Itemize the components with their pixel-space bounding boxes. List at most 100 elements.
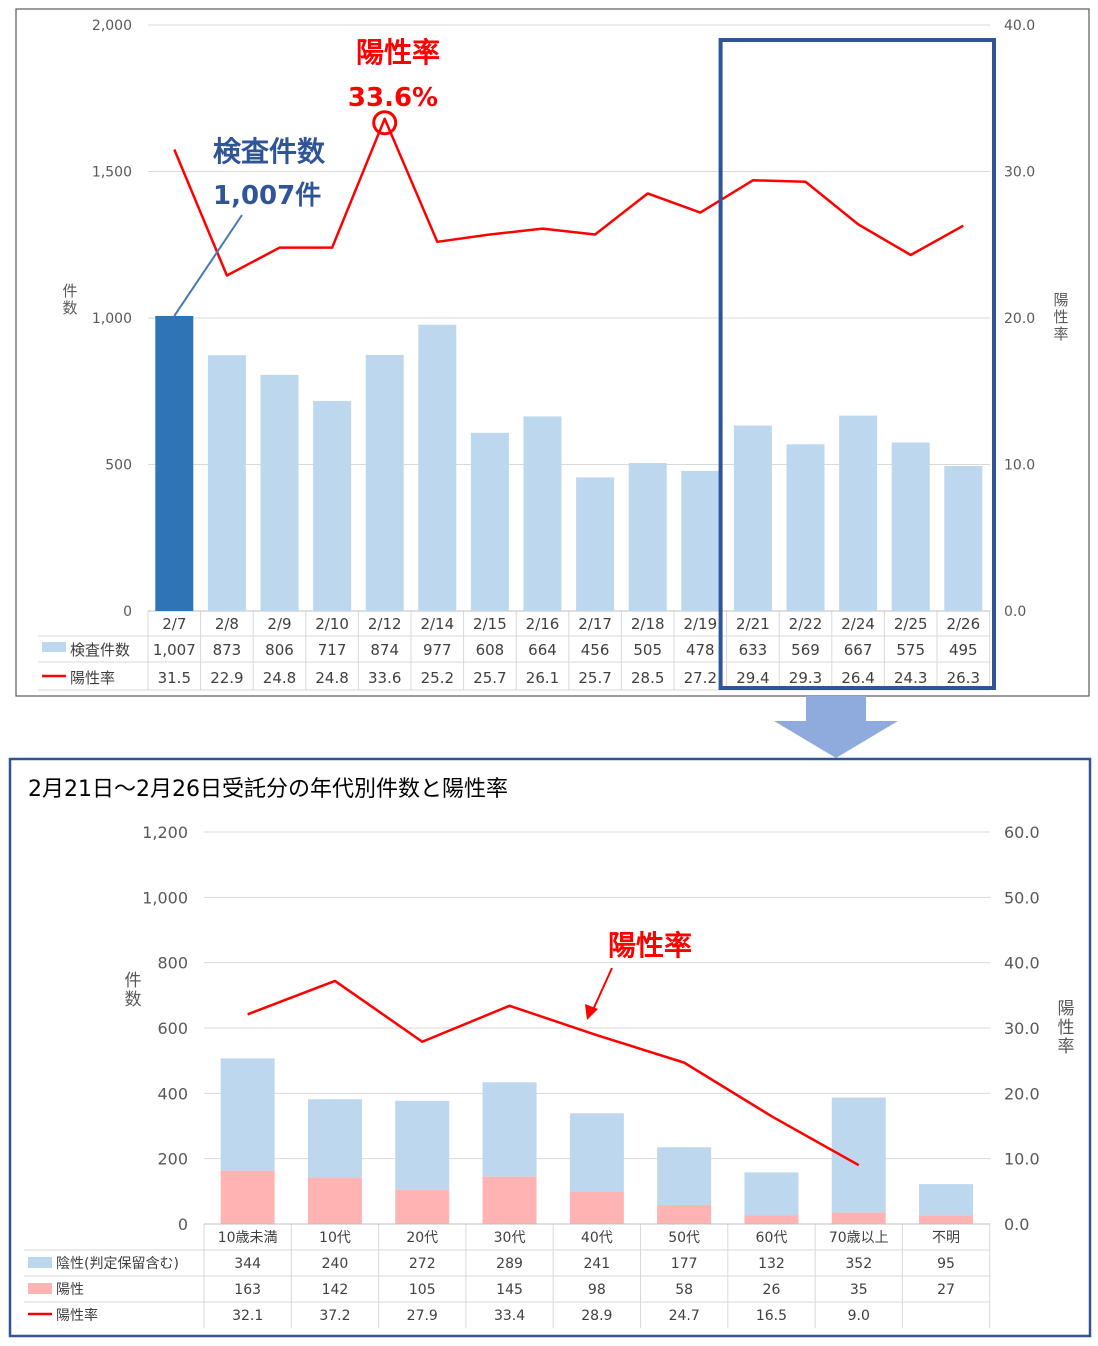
table-negative-value: 95	[937, 1256, 955, 1272]
x-tick-label: 60代	[756, 1230, 788, 1246]
axis-label-char: 率	[1053, 325, 1068, 343]
annotation-arrow-line	[591, 967, 613, 1013]
bar-count-2/26	[944, 465, 983, 611]
right-tick-label: 20.0	[1004, 311, 1035, 327]
bar-positive-30代	[482, 1176, 537, 1224]
x-tick-label: 2/7	[162, 615, 186, 633]
x-tick-label: 20代	[406, 1230, 438, 1246]
table-rate-value: 27.2	[684, 669, 717, 687]
x-tick-label: 10代	[319, 1230, 351, 1246]
table-rate-value: 33.6	[368, 669, 401, 687]
bar-negative-不明	[919, 1184, 974, 1216]
annotation-rate-value: 33.6%	[348, 83, 438, 113]
table-rate-value: 16.5	[756, 1308, 787, 1324]
x-tick-label: 2/17	[578, 615, 612, 633]
right-tick-label: 40.0	[1004, 18, 1035, 34]
table-count-value: 664	[528, 641, 557, 659]
table-rate-value: 28.5	[631, 669, 664, 687]
left-tick-label: 800	[157, 954, 188, 973]
table-negative-value: 289	[496, 1256, 523, 1272]
table-rate-value: 29.3	[789, 669, 822, 687]
table-count-value: 608	[476, 641, 505, 659]
table-positive-value: 105	[409, 1282, 436, 1298]
axis-label-char: 性	[1053, 308, 1068, 326]
bar-positive-70歳以上	[831, 1212, 886, 1224]
axis-label-char: 数	[125, 990, 142, 1010]
bar-positive-50代	[657, 1205, 712, 1224]
bar-count-2/22	[786, 444, 825, 611]
table-rate-value: 25.7	[578, 669, 611, 687]
bottom-chart-title: 2月21日～2月26日受託分の年代別件数と陽性率	[28, 777, 508, 802]
axis-label-char: 率	[1058, 1037, 1075, 1057]
table-negative-value: 240	[322, 1256, 349, 1272]
table-count-value: 977	[423, 641, 452, 659]
rate-line	[173, 117, 964, 277]
bottom-chart-frame	[8, 757, 1092, 1338]
right-tick-label: 10.0	[1004, 1150, 1040, 1169]
table-positive-value: 58	[675, 1282, 693, 1298]
x-tick-label: 40代	[581, 1230, 613, 1246]
x-tick-label: 2/9	[267, 615, 291, 633]
left-tick-label: 1,000	[142, 888, 188, 907]
peak-rate-circle	[372, 110, 398, 136]
table-rate-value: 29.4	[736, 669, 769, 687]
table-count-value: 633	[739, 641, 768, 659]
highlight-box	[718, 38, 996, 690]
x-tick-label: 2/18	[631, 615, 665, 633]
table-rate-value: 24.8	[315, 669, 348, 687]
table-rate-value: 33.4	[494, 1308, 525, 1324]
table-count-value: 575	[896, 641, 925, 659]
table-rate-value: 24.8	[263, 669, 296, 687]
table-negative-value: 344	[234, 1256, 261, 1272]
left-tick-label: 2,000	[92, 18, 132, 34]
right-tick-label: 20.0	[1004, 1084, 1040, 1103]
bar-negative-50代	[657, 1147, 712, 1206]
table-count-value: 873	[213, 641, 242, 659]
legend-label-negative: 陰性(判定保留含む)	[56, 1256, 179, 1272]
x-tick-label: 2/8	[215, 615, 239, 633]
bar-negative-10代	[307, 1099, 362, 1178]
table-rate-value: 27.9	[407, 1308, 438, 1324]
left-tick-label: 0	[123, 604, 132, 620]
table-rate-value: 26.4	[841, 669, 874, 687]
table-rate-value: 25.2	[421, 669, 454, 687]
right-tick-label: 0.0	[1004, 1215, 1029, 1234]
axis-label-char: 件	[62, 282, 77, 300]
table-rate-value: 26.3	[947, 669, 980, 687]
table-count-value: 1,007	[153, 641, 196, 659]
table-count-value: 478	[686, 641, 715, 659]
legend-label-count: 検査件数	[70, 641, 130, 659]
bar-count-2/15	[470, 432, 509, 611]
right-axis-title: 陽性率	[1053, 291, 1068, 343]
top-data-table	[38, 611, 991, 691]
x-tick-label: 2/26	[946, 615, 980, 633]
right-tick-label: 60.0	[1004, 823, 1040, 842]
left-tick-label: 600	[157, 1019, 188, 1038]
x-tick-label: 不明	[932, 1230, 960, 1246]
left-tick-label: 200	[157, 1150, 188, 1169]
x-tick-label: 2/19	[683, 615, 717, 633]
right-tick-label: 30.0	[1004, 1019, 1040, 1038]
x-tick-label: 2/22	[789, 615, 823, 633]
table-rate-value: 24.7	[669, 1308, 700, 1324]
table-rate-value: 37.2	[319, 1308, 350, 1324]
table-positive-value: 145	[496, 1282, 523, 1298]
table-negative-value: 272	[409, 1256, 436, 1272]
bar-negative-30代	[482, 1082, 537, 1177]
left-tick-label: 1,200	[142, 823, 188, 842]
bar-count-2/12	[365, 354, 404, 611]
annotation-arrow-head-icon	[585, 1004, 598, 1020]
bar-count-2/25	[891, 442, 930, 611]
axis-label-char: 陽	[1053, 291, 1068, 309]
axis-label-char: 陽	[1058, 999, 1075, 1019]
right-tick-label: 50.0	[1004, 888, 1040, 907]
table-count-value: 717	[318, 641, 347, 659]
table-rate-value: 22.9	[210, 669, 243, 687]
left-axis-title: 件数	[62, 282, 77, 317]
left-axis-title: 件数	[125, 971, 142, 1010]
bar-negative-60代	[744, 1172, 799, 1216]
left-tick-label: 1,500	[92, 165, 132, 181]
annotation-count-value: 1,007件	[213, 181, 321, 211]
axis-label-char: 数	[62, 299, 77, 317]
table-count-value: 806	[265, 641, 294, 659]
